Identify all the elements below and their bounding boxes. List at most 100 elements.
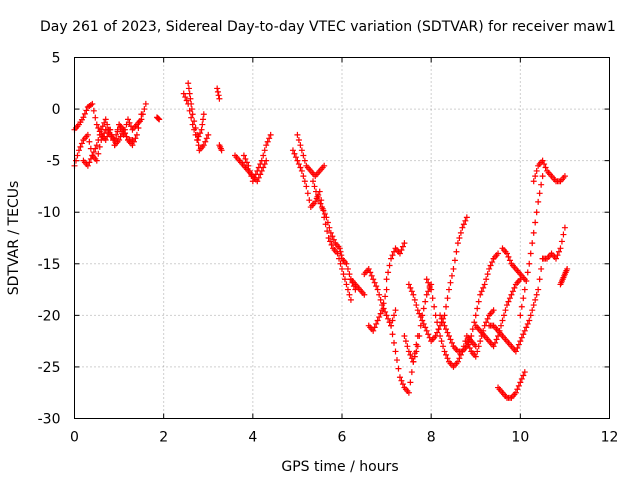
data-point — [490, 307, 497, 314]
data-point — [245, 162, 252, 169]
data-point — [72, 157, 79, 164]
data-point — [141, 106, 148, 113]
data-point — [116, 137, 123, 144]
data-point — [389, 331, 396, 338]
series-track-25 — [499, 245, 528, 283]
data-point — [310, 178, 317, 185]
series-track-31 — [557, 265, 571, 288]
data-point — [438, 338, 445, 345]
data-point — [487, 262, 494, 269]
data-point — [295, 161, 302, 168]
data-point — [156, 116, 163, 123]
data-point — [495, 250, 502, 257]
data-point — [99, 133, 106, 140]
data-point — [385, 269, 392, 276]
data-point — [84, 131, 91, 138]
data-point — [263, 142, 270, 149]
data-point — [417, 314, 424, 321]
data-point — [514, 386, 521, 393]
data-point — [389, 317, 396, 324]
data-point — [512, 348, 519, 355]
data-point — [533, 167, 540, 174]
data-point — [416, 310, 423, 317]
data-point — [344, 286, 351, 293]
data-point — [295, 137, 302, 144]
data-point — [405, 348, 412, 355]
data-point — [492, 339, 499, 346]
series-track-8 — [216, 142, 225, 154]
data-point — [214, 85, 221, 92]
data-point — [506, 257, 513, 264]
data-point — [291, 150, 298, 157]
data-point — [503, 250, 510, 257]
data-point — [373, 283, 380, 290]
data-point — [489, 259, 496, 266]
data-point — [493, 336, 500, 343]
data-point — [472, 312, 479, 319]
data-point — [520, 372, 527, 379]
data-point — [408, 288, 415, 295]
series-track-6 — [185, 80, 212, 154]
x-tick-label: 4 — [248, 430, 257, 446]
data-point — [327, 229, 334, 236]
data-point — [440, 343, 447, 350]
data-point — [304, 190, 311, 197]
x-tick-label: 0 — [70, 430, 79, 446]
data-point — [420, 305, 427, 312]
data-point — [258, 157, 265, 164]
data-point — [425, 331, 432, 338]
data-point — [481, 281, 488, 288]
data-point — [254, 167, 261, 174]
data-point — [300, 152, 307, 159]
data-point — [138, 111, 145, 118]
data-point — [425, 279, 432, 286]
data-point — [371, 324, 378, 331]
data-point — [346, 291, 353, 298]
data-point — [86, 138, 93, 145]
data-point — [447, 279, 454, 286]
data-point — [80, 114, 87, 121]
data-point — [530, 302, 537, 309]
data-point — [129, 142, 136, 149]
data-point — [414, 343, 421, 350]
data-point — [453, 248, 460, 255]
data-point — [318, 204, 325, 211]
data-point — [89, 100, 96, 107]
y-tick-label: 0 — [52, 102, 61, 118]
series-track-24 — [472, 276, 524, 350]
data-point — [337, 248, 344, 255]
data-point — [557, 245, 564, 252]
data-point — [407, 379, 414, 386]
x-tick-label: 2 — [159, 430, 168, 446]
data-point — [136, 118, 143, 125]
data-point — [490, 343, 497, 350]
data-point — [483, 319, 490, 326]
data-point — [135, 124, 142, 131]
data-point — [123, 133, 130, 140]
data-point — [343, 281, 350, 288]
data-point — [536, 276, 543, 283]
data-point — [374, 286, 381, 293]
data-point — [382, 293, 389, 300]
data-point — [472, 353, 479, 360]
data-point — [538, 181, 545, 188]
x-tick-label: 10 — [511, 430, 529, 446]
data-point — [200, 116, 207, 123]
data-point — [523, 277, 530, 284]
data-point — [518, 375, 525, 382]
data-point — [512, 389, 519, 396]
data-point — [187, 95, 194, 102]
data-point — [202, 138, 209, 145]
data-point — [192, 124, 199, 131]
data-point — [435, 326, 442, 333]
data-point — [517, 338, 524, 345]
series-track-12 — [294, 131, 328, 180]
data-point — [477, 338, 484, 345]
data-point — [320, 207, 327, 214]
data-point — [107, 126, 114, 133]
data-point — [133, 131, 140, 138]
data-point — [515, 341, 522, 348]
data-point — [92, 145, 99, 152]
data-point — [380, 300, 387, 307]
data-point — [339, 265, 345, 272]
